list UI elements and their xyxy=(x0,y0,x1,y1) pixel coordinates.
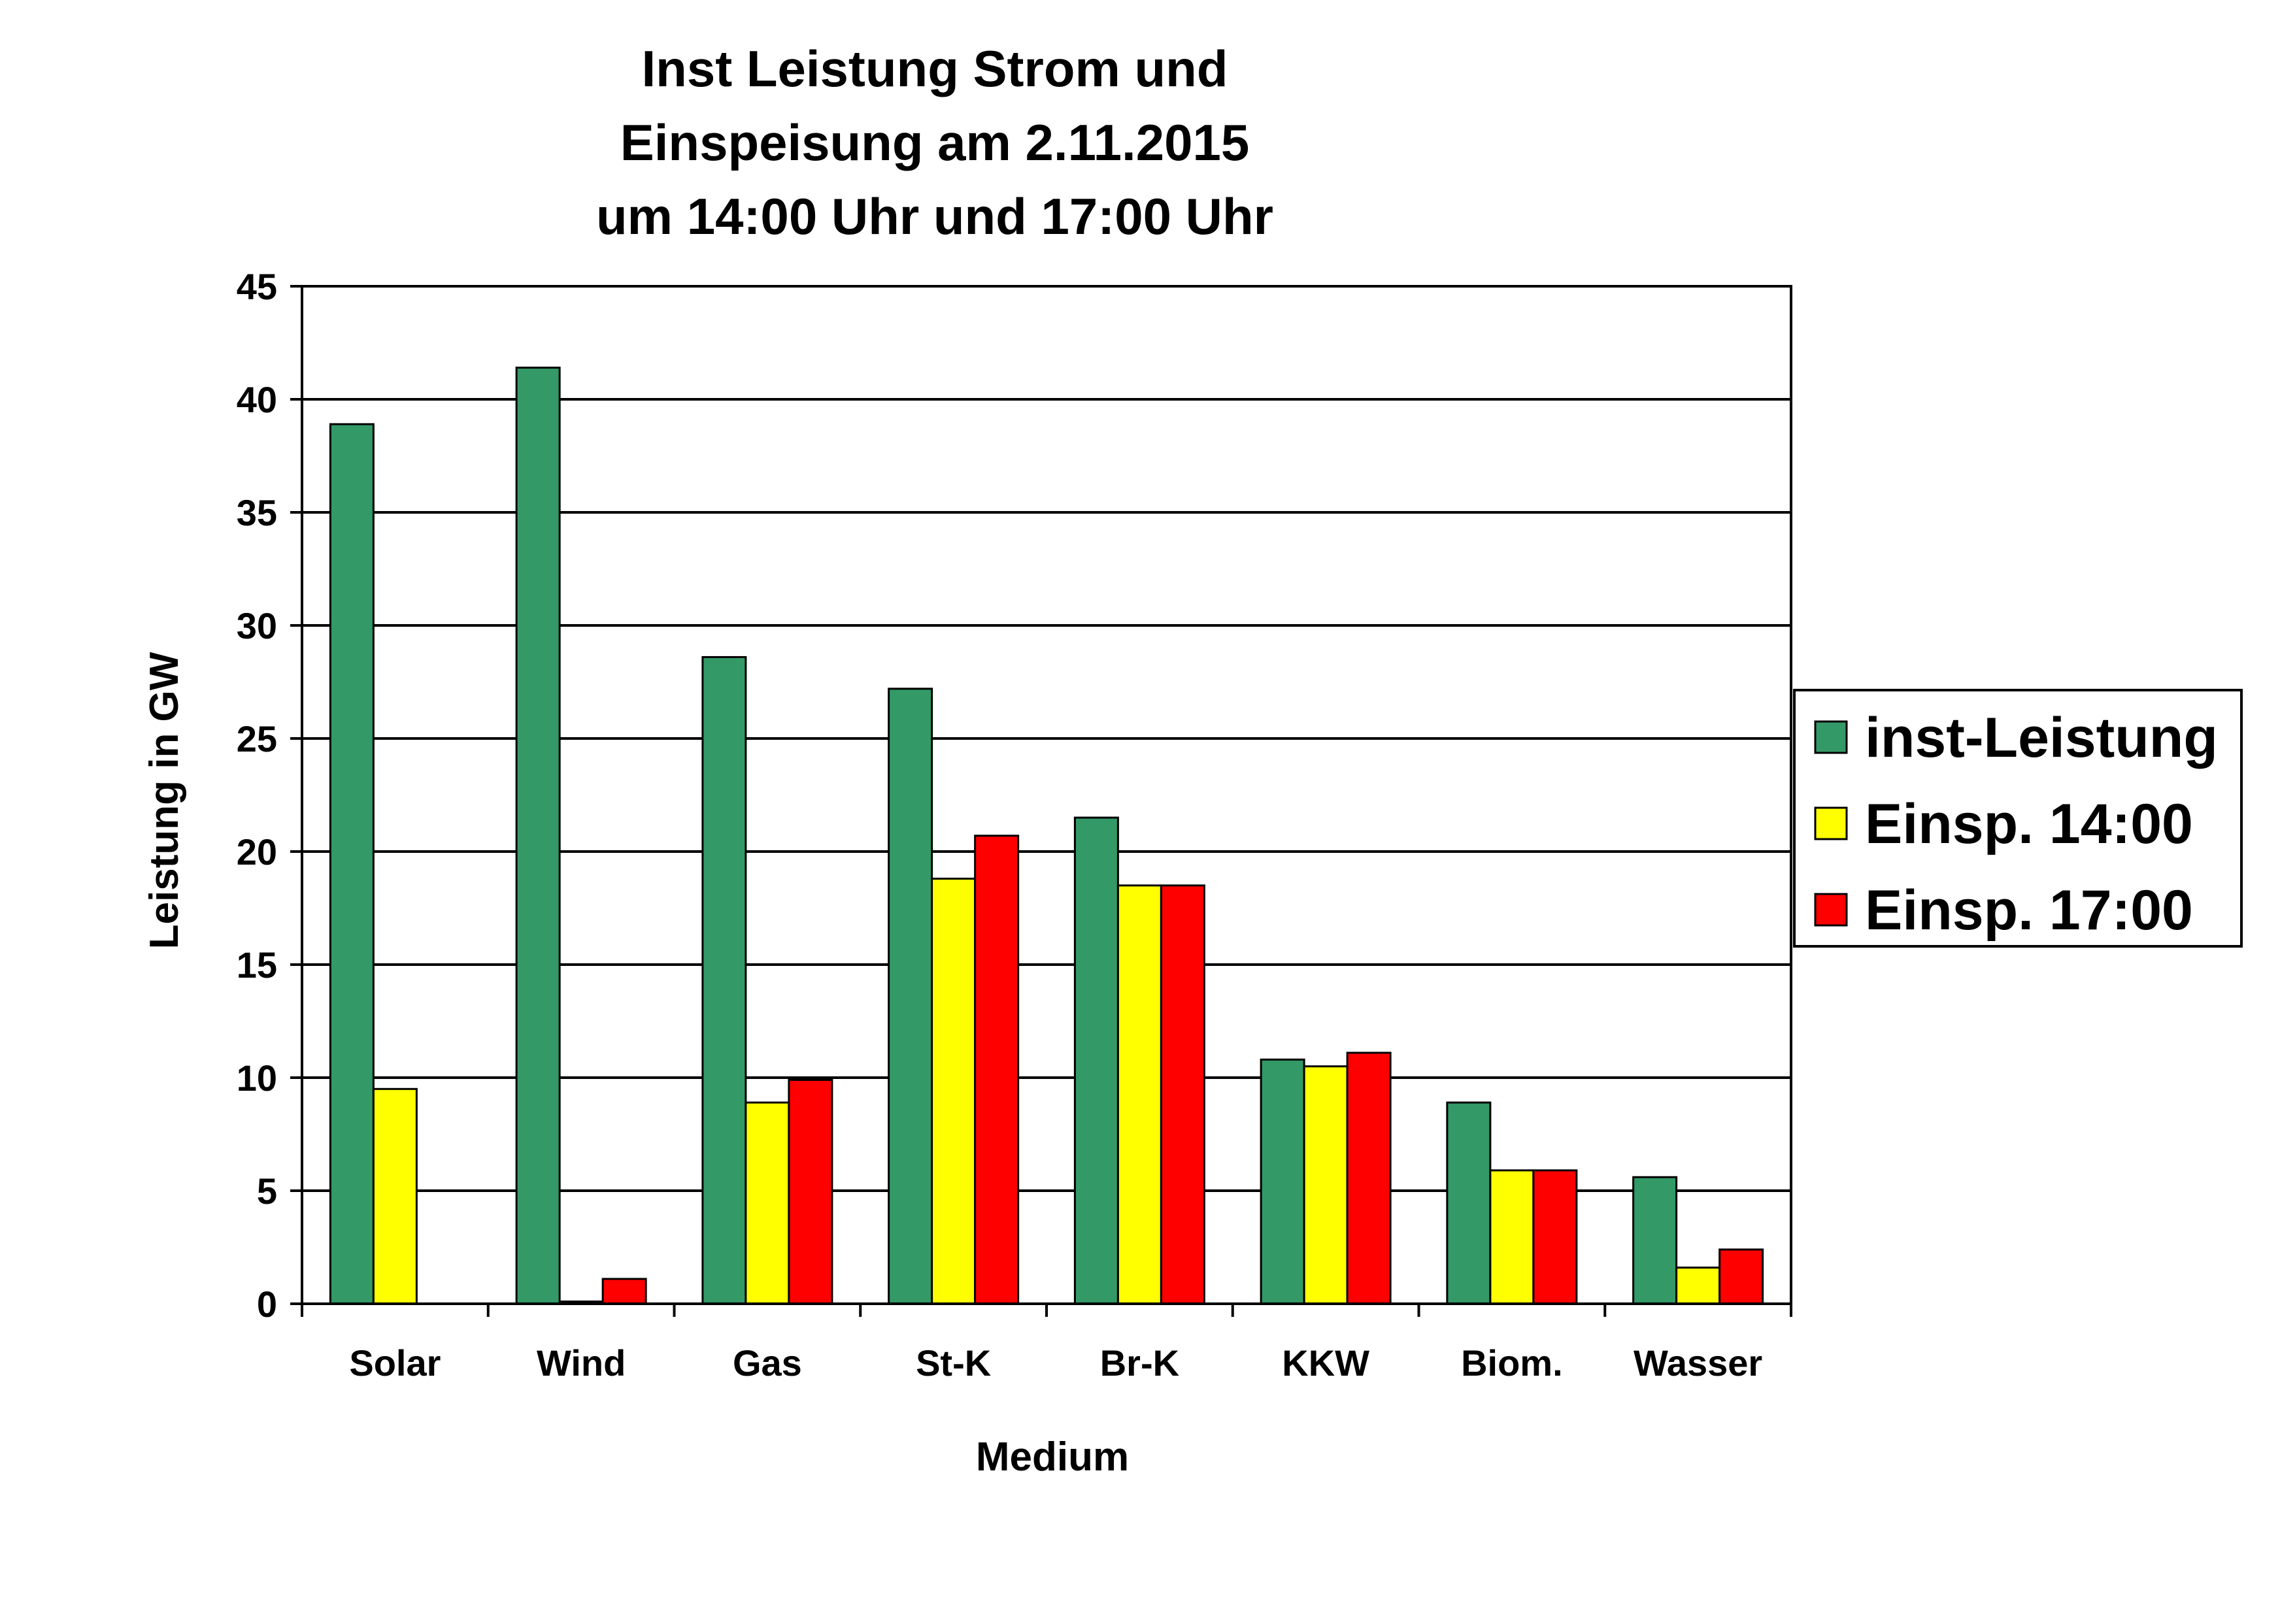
legend-label: Einsp. 14:00 xyxy=(1865,793,2193,855)
x-category-label: Gas xyxy=(733,1342,802,1384)
legend-label: inst-Leistung xyxy=(1865,706,2218,769)
bar-einsp-17-00-gas xyxy=(788,1078,833,1305)
bar-einsp-17-00-wind xyxy=(601,1278,647,1305)
bar-inst-leistung-br-k xyxy=(1073,816,1119,1305)
y-tick-label: 15 xyxy=(237,944,277,986)
bar-einsp-17-00-br-k xyxy=(1160,884,1205,1305)
bar-einsp-17-00-wasser xyxy=(1718,1248,1764,1305)
x-axis-title: Medium xyxy=(976,1434,1129,1480)
legend-swatch xyxy=(1814,720,1848,754)
bar-inst-leistung-wind xyxy=(515,367,561,1305)
bar-inst-leistung-st-k xyxy=(888,688,933,1305)
chart-title-line-2: Einspeisung am 2.11.2015 xyxy=(620,114,1250,171)
y-tick-labels: 0 5 10 15 20 25 30 35 40 45 xyxy=(237,266,277,1325)
x-category-label: Wasser xyxy=(1634,1342,1762,1384)
y-tick-label: 10 xyxy=(237,1057,277,1099)
chart-title-line-1: Inst Leistung Strom und xyxy=(642,40,1228,97)
bar-einsp-14-00-solar xyxy=(372,1087,418,1305)
x-category-label: Wind xyxy=(537,1342,626,1384)
x-category-label: KKW xyxy=(1282,1342,1369,1384)
bar-einsp-14-00-kkw xyxy=(1303,1065,1349,1305)
y-tick-label: 35 xyxy=(237,492,277,533)
y-axis-title: Leistung in GW xyxy=(142,652,187,949)
chart-title: Inst Leistung Strom und Einspeisung am 2… xyxy=(596,40,1273,245)
bars xyxy=(329,367,1764,1305)
y-tick-label: 5 xyxy=(257,1170,277,1212)
bar-einsp-17-00-st-k xyxy=(974,835,1020,1305)
legend-box xyxy=(1793,689,2243,948)
legend: inst-Leistung Einsp. 14:00 Einsp. 17:00 xyxy=(1793,689,2243,948)
bar-einsp-14-00-st-k xyxy=(931,878,977,1305)
y-tick-label: 40 xyxy=(237,379,277,420)
bar-einsp-14-00-biom- xyxy=(1489,1169,1535,1305)
bar-inst-leistung-wasser xyxy=(1632,1176,1678,1305)
y-tick-label: 45 xyxy=(237,266,277,307)
bar-einsp-17-00-kkw xyxy=(1346,1052,1392,1305)
bar-inst-leistung-kkw xyxy=(1260,1058,1305,1305)
legend-swatch xyxy=(1814,806,1848,840)
chart-title-line-3: um 14:00 Uhr und 17:00 Uhr xyxy=(596,188,1273,245)
bar-einsp-14-00-gas xyxy=(745,1101,790,1305)
x-category-labels: Solar Wind Gas St-K Br-K KKW Biom. Wasser xyxy=(349,1342,1762,1384)
bar-einsp-17-00-biom- xyxy=(1532,1169,1578,1305)
bar-inst-leistung-solar xyxy=(329,423,375,1305)
y-tick-label: 30 xyxy=(237,605,277,646)
x-category-label: St-K xyxy=(916,1342,991,1384)
x-category-label: Br-K xyxy=(1100,1342,1179,1384)
bar-inst-leistung-biom- xyxy=(1446,1101,1492,1305)
x-category-label: Solar xyxy=(349,1342,441,1384)
axes xyxy=(290,285,1792,1317)
y-tick-label: 20 xyxy=(237,831,277,872)
bar-einsp-14-00-br-k xyxy=(1116,884,1162,1305)
bar-inst-leistung-gas xyxy=(701,655,747,1305)
legend-label: Einsp. 17:00 xyxy=(1865,879,2193,942)
x-category-label: Biom. xyxy=(1461,1342,1563,1384)
y-tick-label: 25 xyxy=(237,718,277,759)
y-tick-label: 0 xyxy=(257,1284,277,1325)
legend-swatch xyxy=(1814,893,1848,927)
bar-einsp-14-00-wasser xyxy=(1675,1267,1721,1305)
